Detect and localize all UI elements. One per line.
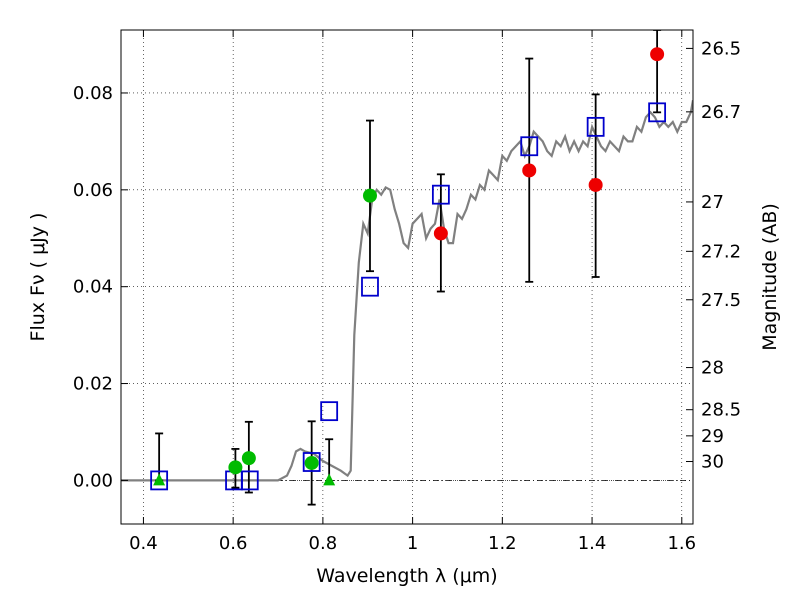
green-circle-point (228, 460, 243, 475)
model-spectrum-line (121, 100, 693, 482)
y2-tick-label: 27.5 (701, 290, 741, 311)
blue-square-point (586, 116, 605, 137)
y-tick-label: 0.04 (73, 277, 113, 298)
data-markers (150, 47, 667, 491)
y-tick-label: 0.00 (73, 470, 113, 491)
green-triangle-point (153, 473, 166, 486)
blue-square-point (302, 452, 321, 472)
blue-square-point (320, 401, 339, 422)
blue-square-point (150, 470, 169, 491)
x-tick-label: 1 (407, 533, 418, 554)
y2-axis-label: Magnitude (AB) (759, 203, 781, 351)
y2-tick-label: 28 (701, 358, 724, 379)
x-tick-label: 0.6 (219, 533, 248, 554)
y-axis-label: Flux Fν ( μJy ) (27, 213, 49, 342)
x-tick-label: 1.4 (578, 533, 607, 554)
green-circle-point (362, 188, 377, 203)
y-tick-label: 0.06 (73, 180, 113, 201)
red-circle-point (433, 226, 448, 241)
red-circle-point (588, 177, 603, 192)
green-circle-point (241, 451, 256, 466)
y2-tick-label: 26.5 (701, 38, 741, 59)
plot-frame (120, 29, 694, 525)
red-circle-point (650, 47, 665, 62)
y2-tick-label: 28.5 (701, 400, 741, 421)
plot-background (121, 30, 693, 524)
y2-tick-label: 29 (701, 426, 724, 447)
tick-labels: 0.4 0.6 0.8 1 1.2 1.4 1.6 0.00 0.02 0.04 0.06 0.08 2… (73, 38, 741, 554)
x-tick-label: 0.4 (129, 533, 158, 554)
red-circle-point (522, 163, 537, 178)
blue-square-point (520, 136, 539, 157)
y-tick-label: 0.08 (73, 83, 113, 104)
y2-tick-label: 30 (701, 452, 724, 473)
y-tick-label: 0.02 (73, 374, 113, 395)
blue-square-point (361, 276, 379, 297)
x-tick-label: 1.6 (667, 533, 696, 554)
y2-tick-label: 27.2 (701, 241, 741, 262)
green-circle-point (304, 455, 319, 470)
y2-tick-label: 27 (701, 192, 724, 213)
axis-ticks (121, 30, 693, 524)
blue-square-point (431, 184, 450, 205)
y2-tick-label: 26.7 (701, 102, 741, 123)
blue-square-point (240, 470, 259, 491)
x-axis-label: Wavelength λ (μm) (316, 565, 497, 587)
blue-square-point (648, 102, 667, 123)
x-tick-label: 0.8 (309, 533, 338, 554)
x-tick-label: 1.2 (488, 533, 517, 554)
green-triangle-point (323, 473, 336, 486)
